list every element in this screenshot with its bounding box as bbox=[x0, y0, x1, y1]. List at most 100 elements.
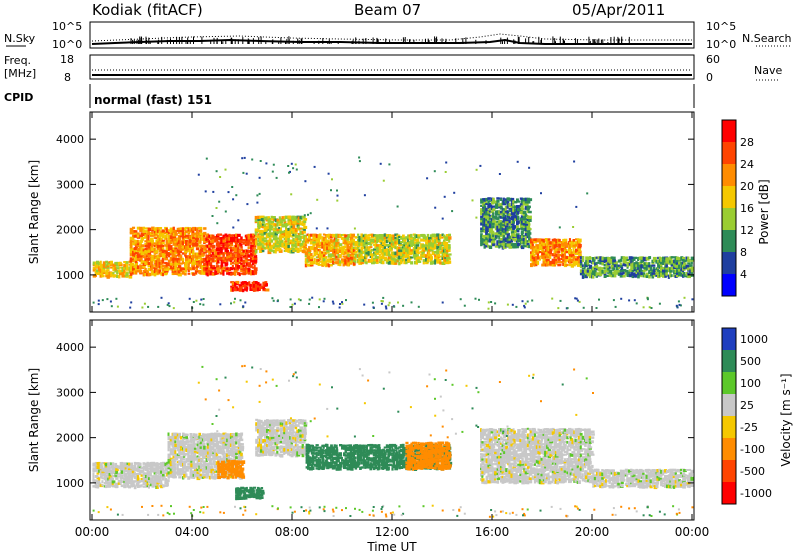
scatter-cell bbox=[599, 266, 602, 271]
scatter-cell bbox=[342, 245, 347, 249]
scatter-cell bbox=[196, 458, 200, 463]
scatter-cell bbox=[508, 240, 511, 244]
scatter-cell bbox=[140, 469, 145, 472]
noise-cell bbox=[297, 298, 300, 301]
scatter-cell bbox=[220, 249, 223, 254]
scatter-cell bbox=[228, 233, 231, 238]
scatter-cell bbox=[242, 288, 245, 293]
scatter-cell bbox=[346, 260, 350, 265]
scatter-cell bbox=[215, 442, 219, 447]
scatter-cell bbox=[187, 262, 190, 266]
scatter-cell bbox=[274, 235, 278, 238]
scatter-cell bbox=[125, 266, 129, 271]
scatter-cell bbox=[213, 435, 218, 440]
scatter-cell bbox=[242, 239, 246, 242]
scatter-cell bbox=[106, 261, 111, 266]
scatter-cell bbox=[162, 477, 165, 481]
scatter-cell bbox=[259, 245, 262, 249]
scatter-cell bbox=[101, 274, 105, 278]
scatter-cell bbox=[192, 465, 195, 469]
scatter-cell bbox=[437, 242, 442, 246]
scatter-cell bbox=[595, 256, 600, 259]
scatter-cell bbox=[235, 233, 238, 237]
scatter-cell bbox=[206, 433, 210, 437]
scatter-cell bbox=[502, 217, 506, 221]
scatter-cell bbox=[112, 274, 116, 278]
scatter-cell bbox=[652, 274, 657, 277]
scatter-cell bbox=[211, 272, 216, 276]
scatter-cell bbox=[514, 235, 517, 238]
scatter-cell bbox=[640, 273, 643, 278]
scatter-cell bbox=[662, 267, 666, 270]
scatter-cell bbox=[446, 255, 450, 259]
scatter-cell bbox=[387, 256, 391, 260]
scatter-cell bbox=[226, 473, 229, 476]
scatter-cell bbox=[374, 258, 378, 262]
scatter-cell bbox=[199, 237, 202, 241]
scatter-cell bbox=[499, 238, 504, 241]
scatter-cell bbox=[685, 256, 689, 260]
scatter-cell bbox=[483, 203, 486, 206]
scatter-cell bbox=[257, 221, 261, 225]
scatter-cell bbox=[326, 234, 330, 238]
scatter-cell bbox=[134, 255, 138, 258]
scatter-cell bbox=[526, 220, 531, 224]
scatter-cell bbox=[512, 230, 517, 233]
scatter-cell bbox=[260, 247, 264, 251]
scatter-cell bbox=[428, 251, 431, 255]
scatter-cell bbox=[619, 272, 624, 276]
scatter-cell bbox=[287, 215, 291, 219]
scatter-cell bbox=[215, 242, 220, 245]
noise-cell bbox=[92, 301, 95, 304]
scatter-cell bbox=[231, 447, 234, 452]
scatter-cell bbox=[592, 275, 595, 279]
scatter-cell bbox=[354, 243, 358, 247]
scatter-cell bbox=[594, 262, 598, 266]
scatter-cell bbox=[237, 447, 240, 451]
scatter-cell bbox=[167, 241, 171, 245]
scatter-cell bbox=[172, 475, 176, 479]
scatter-cell bbox=[104, 465, 109, 468]
scatter-cell bbox=[524, 213, 528, 217]
scatter-cell bbox=[128, 474, 131, 478]
noise-cell bbox=[202, 298, 205, 300]
scatter-cell bbox=[522, 202, 527, 206]
scatter-cell bbox=[92, 485, 96, 488]
scatter-cell bbox=[133, 239, 136, 242]
scatter-cell bbox=[158, 484, 162, 488]
scatter-cell bbox=[667, 275, 670, 279]
scatter-cell bbox=[179, 440, 184, 444]
scatter-cell bbox=[165, 241, 169, 246]
scatter-cell bbox=[581, 264, 584, 267]
scatter-cell bbox=[620, 270, 625, 273]
scatter-cell bbox=[123, 470, 126, 474]
scatter-cell bbox=[402, 236, 406, 240]
scatter-cell bbox=[448, 256, 451, 260]
scatter-cell bbox=[292, 240, 295, 244]
scatter-cell bbox=[381, 254, 385, 257]
scatter-cell bbox=[254, 235, 259, 238]
scatter-cell bbox=[169, 435, 173, 439]
scatter-cell bbox=[337, 254, 340, 258]
scatter-cell bbox=[177, 272, 182, 277]
scatter-cell bbox=[247, 259, 252, 262]
scatter-cell bbox=[260, 496, 264, 499]
scatter-cell bbox=[172, 251, 176, 255]
scatter-cell bbox=[210, 467, 213, 471]
scatter-cell bbox=[490, 235, 494, 239]
scatter-cell bbox=[400, 250, 404, 255]
scatter-cell bbox=[586, 267, 590, 270]
scatter-cell bbox=[250, 238, 254, 242]
scatter-cell bbox=[526, 203, 529, 206]
scatter-cell bbox=[179, 245, 183, 248]
scatter-cell bbox=[508, 245, 513, 249]
scatter-cell bbox=[660, 259, 663, 262]
scatter-cell bbox=[555, 261, 558, 264]
scatter-cell bbox=[439, 244, 443, 248]
scatter-cell bbox=[98, 461, 101, 465]
scatter-cell bbox=[265, 233, 268, 236]
scatter-cell bbox=[106, 274, 110, 279]
scatter-cell bbox=[236, 244, 240, 248]
scatter-cell bbox=[203, 437, 207, 442]
scatter-cell bbox=[303, 230, 306, 234]
